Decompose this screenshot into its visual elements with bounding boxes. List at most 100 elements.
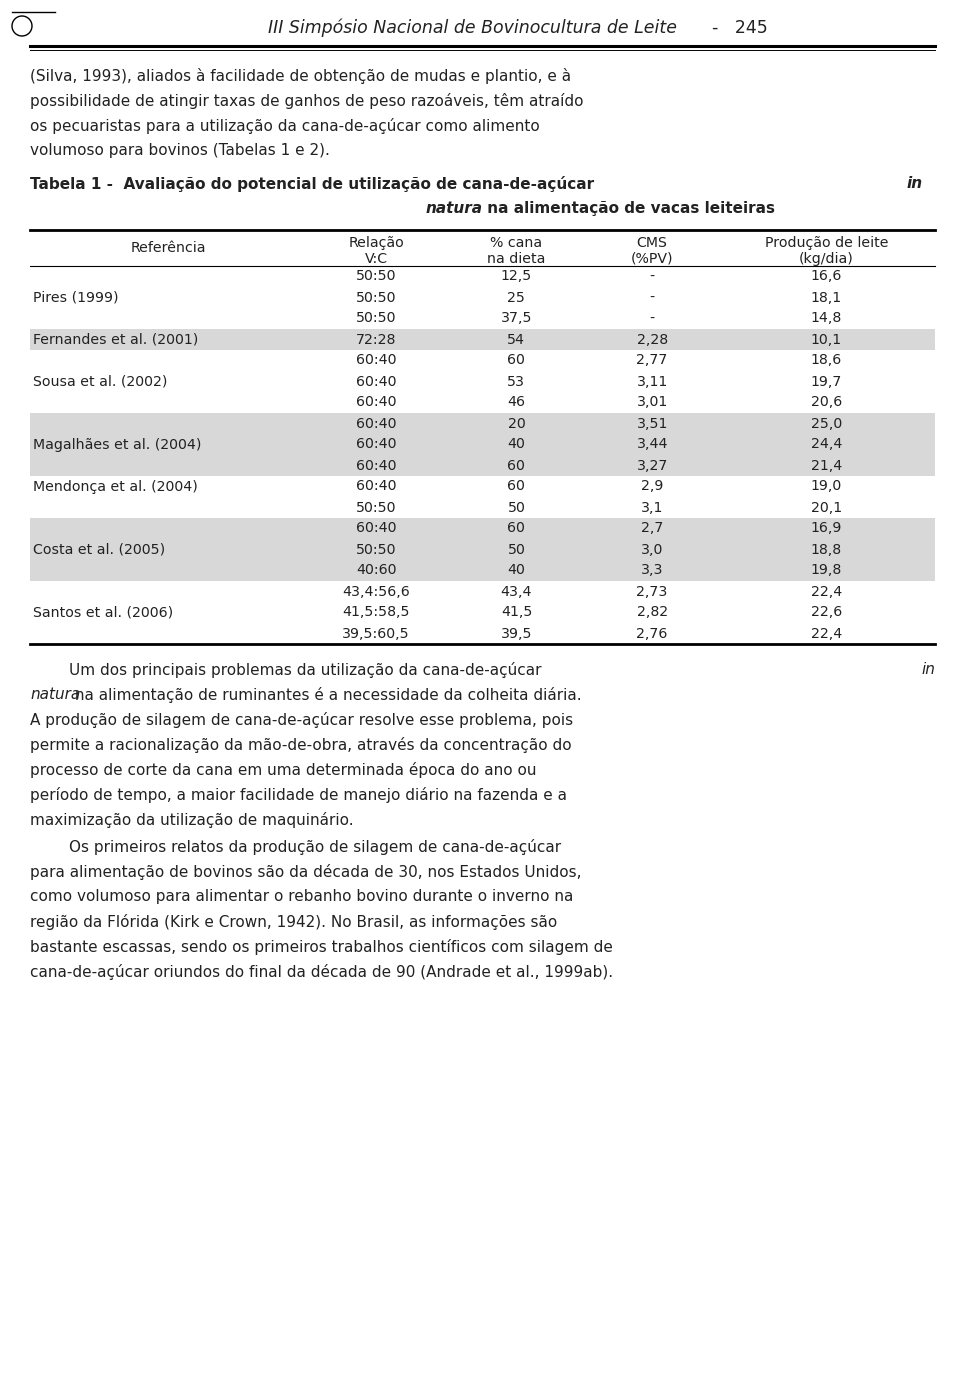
Text: 22,4: 22,4 (811, 626, 842, 640)
Text: 22,4: 22,4 (811, 585, 842, 599)
Text: Um dos principais problemas da utilização da cana-de-açúcar: Um dos principais problemas da utilizaçã… (30, 663, 546, 678)
Text: na alimentação de ruminantes é a necessidade da colheita diária.: na alimentação de ruminantes é a necessi… (70, 687, 582, 703)
Text: 46: 46 (508, 395, 525, 409)
Text: possibilidade de atingir taxas de ganhos de peso razoáveis, têm atraído: possibilidade de atingir taxas de ganhos… (30, 93, 584, 109)
Text: Fernandes et al. (2001): Fernandes et al. (2001) (33, 333, 199, 346)
Text: 24,4: 24,4 (810, 438, 842, 452)
Text: natura: natura (425, 201, 483, 216)
Text: 50:50: 50:50 (356, 269, 396, 284)
Text: 60:40: 60:40 (356, 374, 396, 388)
Text: 3,11: 3,11 (636, 374, 668, 388)
Text: Mendonça et al. (2004): Mendonça et al. (2004) (33, 480, 198, 493)
Text: 60:40: 60:40 (356, 480, 396, 493)
Text: 19,8: 19,8 (811, 564, 842, 578)
Text: 41,5:58,5: 41,5:58,5 (343, 606, 410, 620)
Text: 3,1: 3,1 (641, 500, 663, 514)
Text: 3,27: 3,27 (636, 459, 668, 473)
Text: na dieta: na dieta (488, 252, 545, 266)
Text: na alimentação de vacas leiteiras: na alimentação de vacas leiteiras (483, 201, 776, 216)
Text: 2,77: 2,77 (636, 353, 668, 367)
Text: para alimentação de bovinos são da década de 30, nos Estados Unidos,: para alimentação de bovinos são da décad… (30, 863, 582, 880)
Text: 60:40: 60:40 (356, 417, 396, 431)
Text: Referência: Referência (131, 241, 205, 255)
Text: 2,82: 2,82 (636, 606, 668, 620)
Text: (kg/dia): (kg/dia) (799, 252, 853, 266)
Text: 20,6: 20,6 (811, 395, 842, 409)
Text: 43,4:56,6: 43,4:56,6 (343, 585, 410, 599)
Text: natura: natura (30, 687, 81, 701)
Text: Produção de leite: Produção de leite (765, 236, 888, 249)
Bar (30, 455, 935, 475)
Text: Relação: Relação (348, 236, 404, 249)
Text: in: in (922, 663, 935, 676)
Text: 19,0: 19,0 (811, 480, 842, 493)
Text: 60:40: 60:40 (356, 395, 396, 409)
Text: -: - (650, 312, 655, 326)
Text: CMS: CMS (636, 236, 667, 249)
Text: -: - (650, 269, 655, 284)
Bar (30, 539, 935, 560)
Text: processo de corte da cana em uma determinada época do ano ou: processo de corte da cana em uma determi… (30, 762, 537, 778)
Text: volumoso para bovinos (Tabelas 1 e 2).: volumoso para bovinos (Tabelas 1 e 2). (30, 143, 330, 158)
Text: 40: 40 (508, 438, 525, 452)
Text: Magalhães et al. (2004): Magalhães et al. (2004) (33, 438, 202, 452)
Text: A produção de silagem de cana-de-açúcar resolve esse problema, pois: A produção de silagem de cana-de-açúcar … (30, 712, 573, 728)
Text: 3,0: 3,0 (641, 542, 663, 557)
Text: -   245: - 245 (712, 19, 768, 37)
Bar (30, 328, 935, 351)
Text: III Simpósio Nacional de Bovinocultura de Leite: III Simpósio Nacional de Bovinocultura d… (268, 19, 677, 37)
Text: 54: 54 (508, 333, 525, 346)
Text: 72:28: 72:28 (356, 333, 396, 346)
Text: 20: 20 (508, 417, 525, 431)
Text: 60:40: 60:40 (356, 353, 396, 367)
Text: 10,1: 10,1 (811, 333, 842, 346)
Text: V:C: V:C (365, 252, 388, 266)
Text: 18,8: 18,8 (811, 542, 842, 557)
Text: Sousa et al. (2002): Sousa et al. (2002) (33, 374, 167, 388)
Text: 39,5: 39,5 (501, 626, 532, 640)
Text: -: - (650, 291, 655, 305)
Text: Tabela 1 -  Avaliação do potencial de utilização de cana-de-açúcar: Tabela 1 - Avaliação do potencial de uti… (30, 176, 599, 193)
Text: 16,6: 16,6 (810, 269, 842, 284)
Text: bastante escassas, sendo os primeiros trabalhos científicos com silagem de: bastante escassas, sendo os primeiros tr… (30, 938, 612, 955)
Text: % cana: % cana (491, 236, 542, 249)
Text: 50:50: 50:50 (356, 500, 396, 514)
Text: 2,73: 2,73 (636, 585, 668, 599)
Text: 18,6: 18,6 (811, 353, 842, 367)
Text: como volumoso para alimentar o rebanho bovino durante o inverno na: como volumoso para alimentar o rebanho b… (30, 888, 573, 904)
Text: 60: 60 (508, 480, 525, 493)
Text: 40:60: 40:60 (356, 564, 396, 578)
Text: 37,5: 37,5 (501, 312, 532, 326)
Text: período de tempo, a maior facilidade de manejo diário na fazenda e a: período de tempo, a maior facilidade de … (30, 787, 567, 802)
Text: in: in (907, 176, 923, 191)
Text: 16,9: 16,9 (810, 521, 842, 535)
Text: 53: 53 (508, 374, 525, 388)
Text: 41,5: 41,5 (501, 606, 532, 620)
Text: 2,76: 2,76 (636, 626, 668, 640)
Text: permite a racionalização da mão-de-obra, através da concentração do: permite a racionalização da mão-de-obra,… (30, 737, 571, 753)
Text: 2,7: 2,7 (641, 521, 663, 535)
Text: 60:40: 60:40 (356, 521, 396, 535)
Text: 39,5:60,5: 39,5:60,5 (343, 626, 410, 640)
Text: 2,28: 2,28 (636, 333, 668, 346)
Text: 40: 40 (508, 564, 525, 578)
Text: região da Flórida (Kirk e Crown, 1942). No Brasil, as informações são: região da Flórida (Kirk e Crown, 1942). … (30, 913, 557, 930)
Text: Santos et al. (2006): Santos et al. (2006) (33, 606, 173, 620)
Text: 50: 50 (508, 500, 525, 514)
Bar (30, 434, 935, 455)
Text: 3,3: 3,3 (641, 564, 663, 578)
Text: 19,7: 19,7 (810, 374, 842, 388)
Text: 20,1: 20,1 (811, 500, 842, 514)
Text: 60: 60 (508, 353, 525, 367)
Bar (30, 413, 935, 434)
Text: Pires (1999): Pires (1999) (33, 291, 118, 305)
Text: Costa et al. (2005): Costa et al. (2005) (33, 542, 165, 557)
Text: 3,44: 3,44 (636, 438, 668, 452)
Text: cana-de-açúcar oriundos do final da década de 90 (Andrade et al., 1999ab).: cana-de-açúcar oriundos do final da déca… (30, 965, 613, 980)
Text: 3,01: 3,01 (636, 395, 668, 409)
Text: 50:50: 50:50 (356, 291, 396, 305)
Text: 21,4: 21,4 (811, 459, 842, 473)
Text: 50:50: 50:50 (356, 542, 396, 557)
Text: (%PV): (%PV) (631, 252, 673, 266)
Text: Os primeiros relatos da produção de silagem de cana-de-açúcar: Os primeiros relatos da produção de sila… (30, 839, 562, 855)
